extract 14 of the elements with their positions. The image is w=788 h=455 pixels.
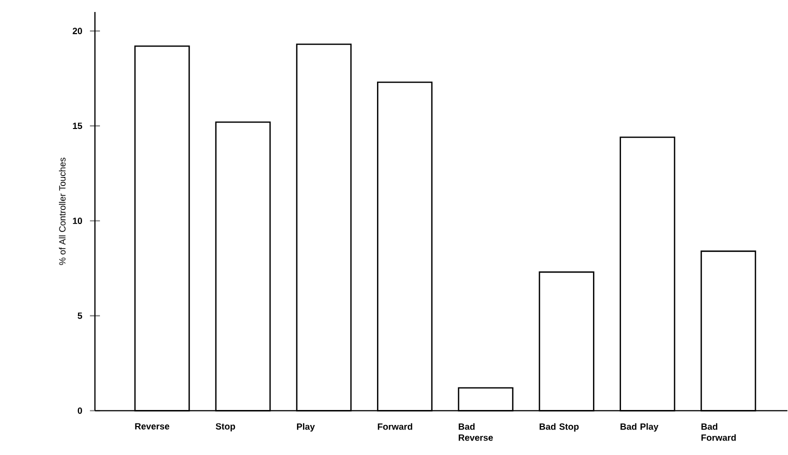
x-tick-label: Bad Stop xyxy=(540,423,579,432)
x-tick-label: Stop xyxy=(216,423,236,432)
y-tick-label: 20 xyxy=(72,28,82,34)
y-tick-label: 5 xyxy=(78,312,82,320)
y-tick-label: 0 xyxy=(78,408,82,414)
y-axis-title: % of All Controller Touches xyxy=(58,158,66,266)
x-tick-label: Bad Forward xyxy=(701,423,736,441)
x-tick-label: Play xyxy=(296,423,315,432)
x-tick-label: Bad Play xyxy=(620,423,658,432)
y-tick-label: 10 xyxy=(72,218,82,224)
x-tick-label: Bad Reverse xyxy=(458,423,493,441)
y-tick-label: 15 xyxy=(72,122,82,130)
x-tick-label: Forward xyxy=(378,423,412,430)
x-tick-label: Reverse xyxy=(135,423,170,430)
